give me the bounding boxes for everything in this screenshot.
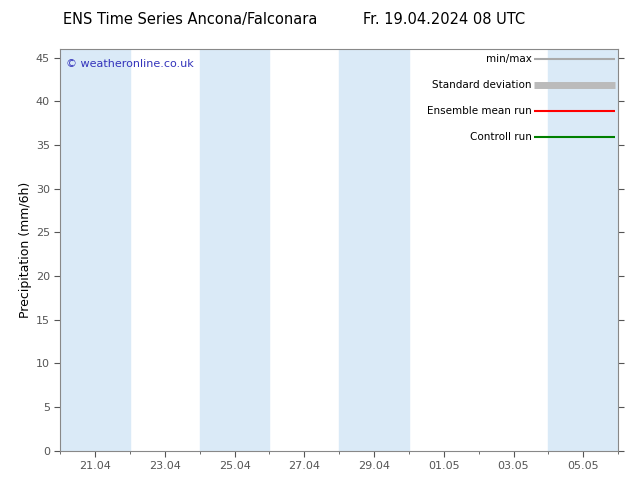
Bar xyxy=(200,49,269,451)
Point xyxy=(91,440,99,446)
Point xyxy=(86,440,94,445)
Text: Standard deviation: Standard deviation xyxy=(432,80,532,90)
Bar xyxy=(339,49,409,451)
Point xyxy=(91,440,99,445)
Y-axis label: Precipitation (mm/6h): Precipitation (mm/6h) xyxy=(18,182,32,318)
Text: © weatheronline.co.uk: © weatheronline.co.uk xyxy=(66,59,193,69)
Text: Controll run: Controll run xyxy=(470,132,532,143)
Bar xyxy=(60,49,130,451)
Point xyxy=(91,441,99,447)
Text: ENS Time Series Ancona/Falconara: ENS Time Series Ancona/Falconara xyxy=(63,12,318,27)
Text: Fr. 19.04.2024 08 UTC: Fr. 19.04.2024 08 UTC xyxy=(363,12,525,27)
Point xyxy=(86,441,94,446)
Text: Ensemble mean run: Ensemble mean run xyxy=(427,106,532,116)
Text: min/max: min/max xyxy=(486,54,532,64)
Bar xyxy=(548,49,618,451)
Point xyxy=(86,440,94,446)
Point xyxy=(86,441,94,447)
Point xyxy=(91,441,99,446)
